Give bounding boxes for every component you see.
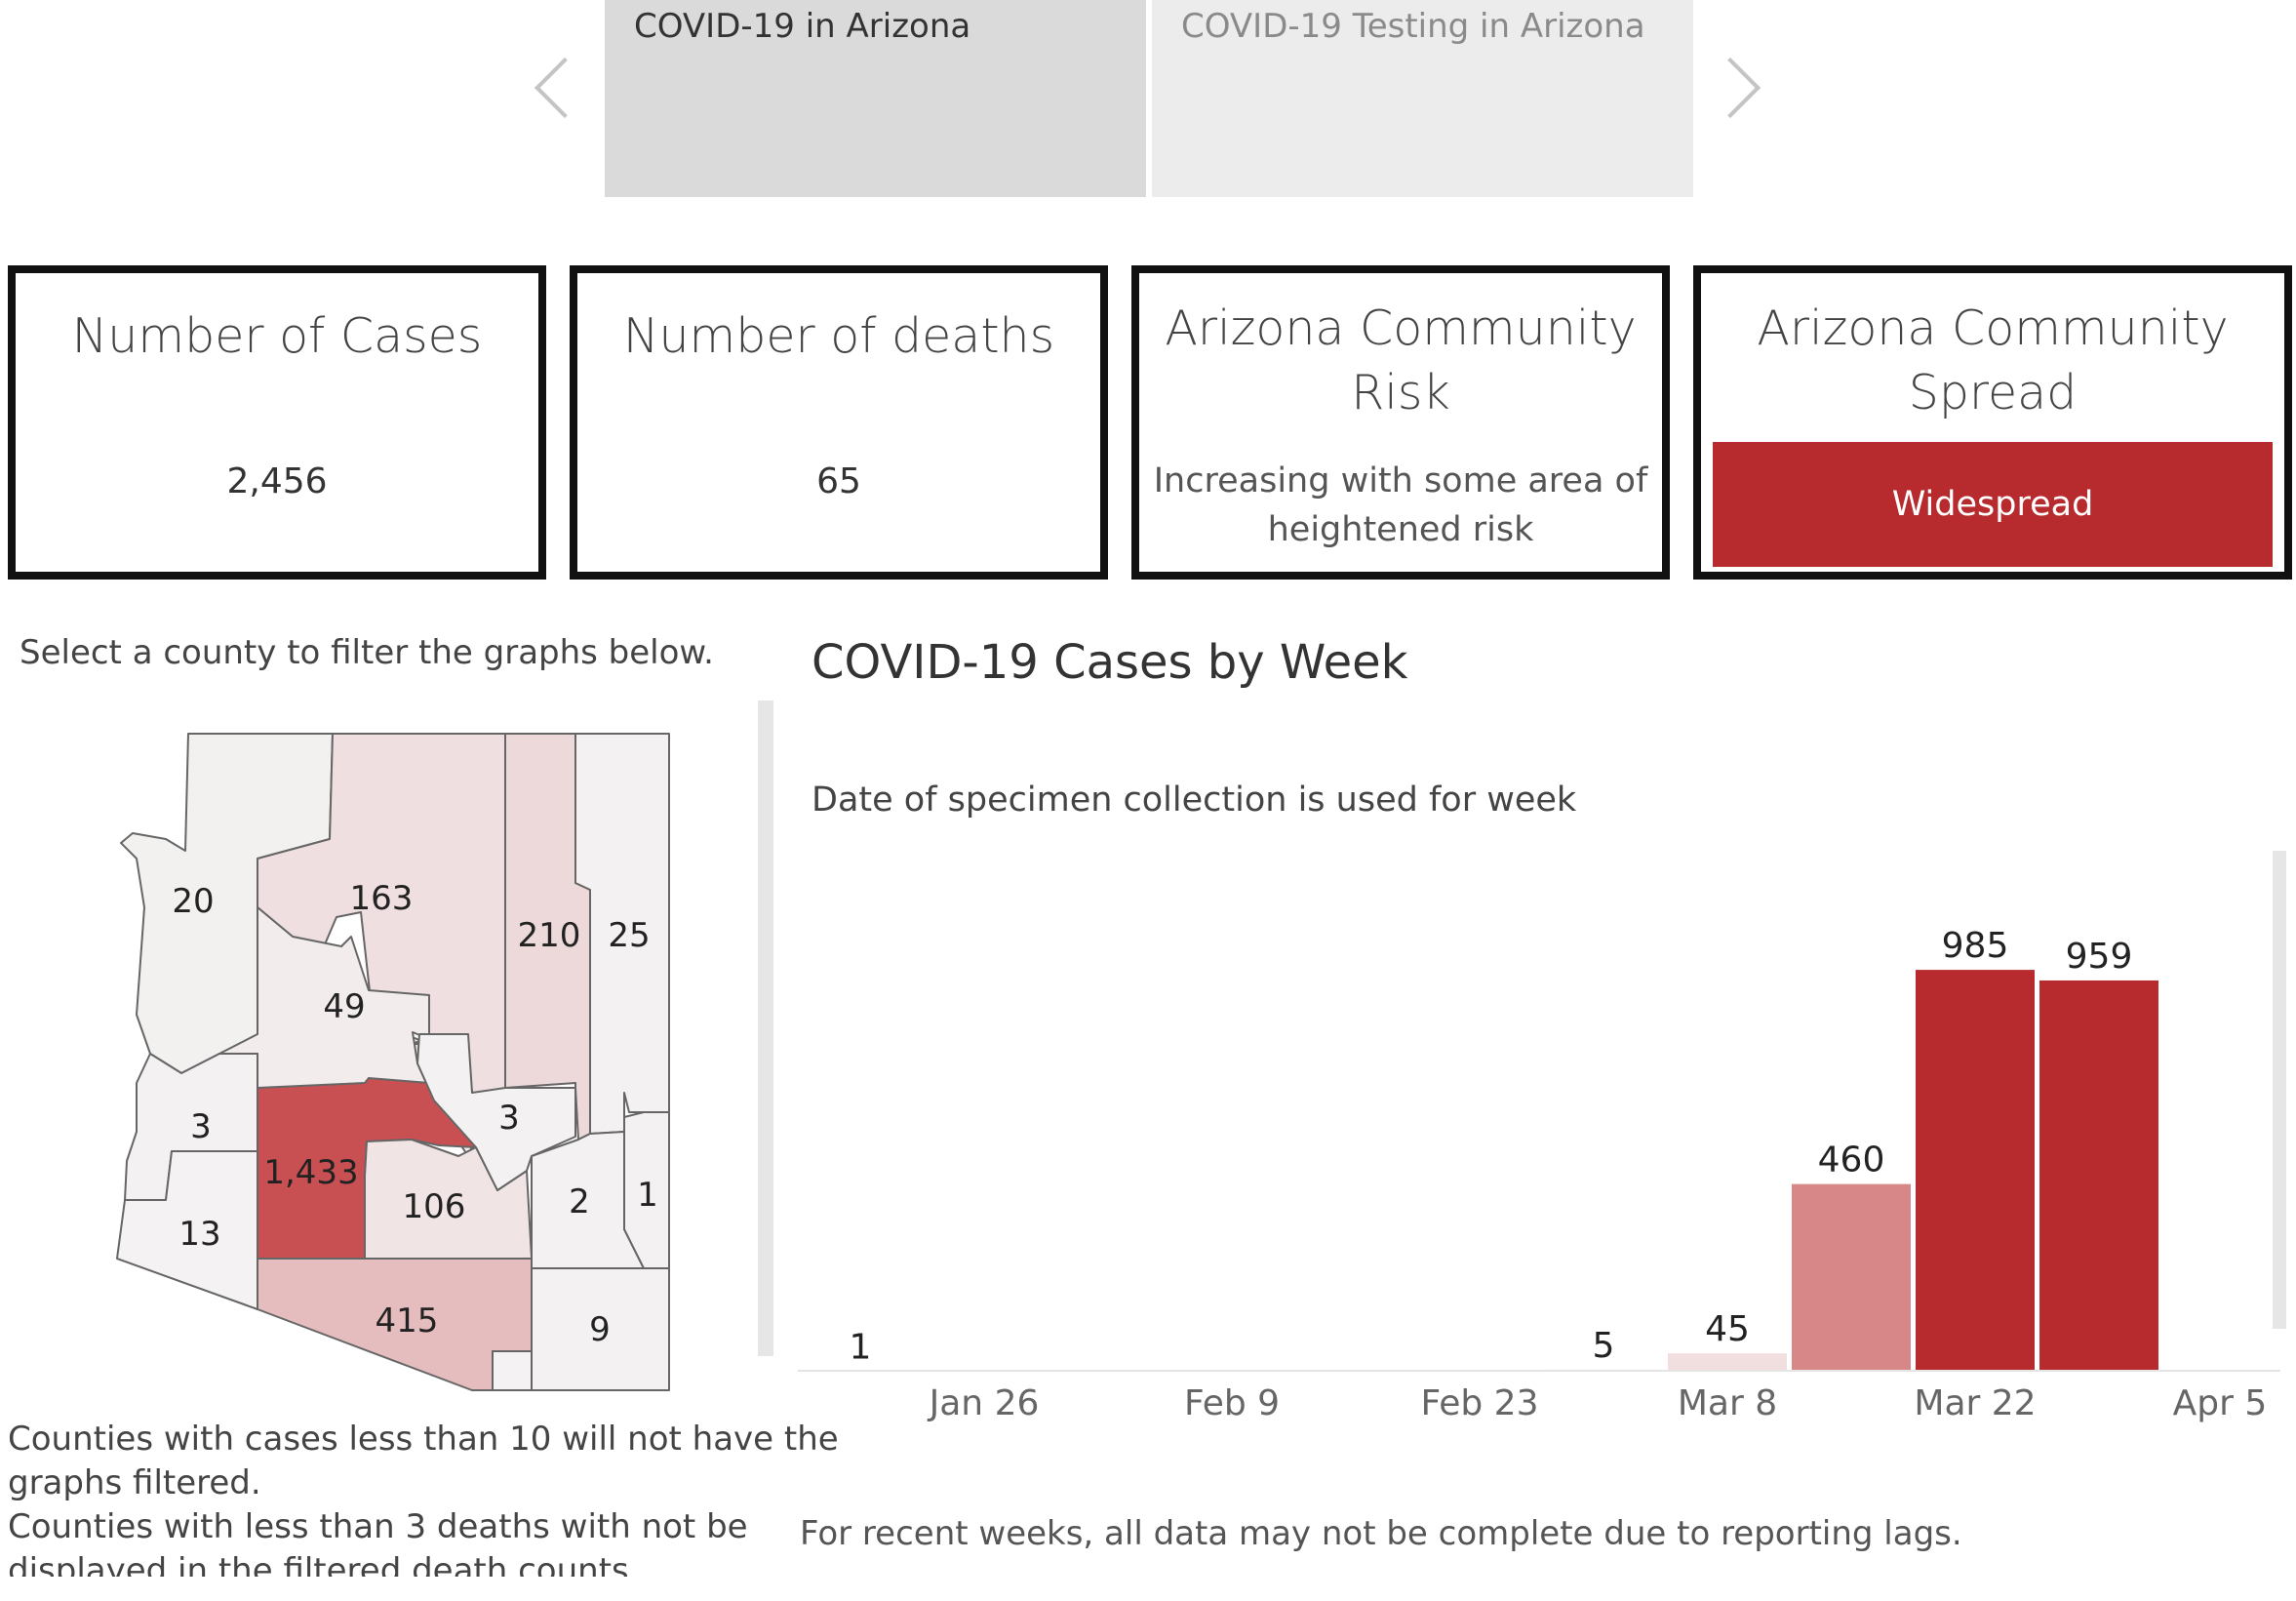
bar-mar-15[interactable] bbox=[1790, 1181, 1913, 1372]
deaths-card[interactable]: Number of deaths 65 bbox=[570, 265, 1108, 580]
county-label: 49 bbox=[323, 987, 365, 1026]
map-note-line2: graphs filtered. bbox=[8, 1463, 261, 1502]
x-tick-label: Feb 9 bbox=[1184, 1383, 1280, 1423]
bar-value-label: 5 bbox=[1593, 1326, 1615, 1366]
county-cochise[interactable] bbox=[531, 1267, 670, 1391]
county-label: 13 bbox=[178, 1215, 220, 1254]
tab-covid-arizona[interactable]: COVID-19 in Arizona bbox=[605, 0, 1146, 197]
map-scrollbar[interactable] bbox=[758, 700, 773, 1356]
county-label: 2 bbox=[569, 1182, 590, 1221]
x-tick-label: Apr 5 bbox=[2173, 1383, 2268, 1423]
county-label: 3 bbox=[190, 1107, 212, 1146]
bar-value-label: 959 bbox=[2066, 937, 2133, 977]
county-label: 25 bbox=[608, 916, 650, 955]
risk-card-title-line1: Arizona Community bbox=[1165, 300, 1637, 356]
x-tick-label: Mar 22 bbox=[1914, 1383, 2036, 1423]
map-note-line4: displayed in the filtered death counts bbox=[8, 1551, 629, 1577]
bar-value-label: 1 bbox=[850, 1328, 872, 1368]
county-greenlee[interactable] bbox=[623, 1111, 670, 1269]
county-label: 106 bbox=[403, 1187, 466, 1226]
county-label: 9 bbox=[589, 1310, 611, 1349]
county-label: 1,433 bbox=[263, 1153, 358, 1192]
tab-covid-testing[interactable]: COVID-19 Testing in Arizona bbox=[1152, 0, 1693, 197]
county-santacruz[interactable] bbox=[471, 1350, 533, 1391]
spread-card[interactable]: Arizona Community Spread Widespread bbox=[1693, 265, 2292, 580]
chart-footnote: For recent weeks, all data may not be co… bbox=[800, 1514, 1962, 1553]
county-label: 3 bbox=[498, 1099, 520, 1138]
bar-mar-8[interactable] bbox=[1666, 1351, 1789, 1373]
cases-value: 2,456 bbox=[226, 461, 328, 501]
county-label: 20 bbox=[172, 882, 214, 921]
x-tick-label: Mar 8 bbox=[1678, 1383, 1777, 1423]
county-label: 415 bbox=[376, 1301, 439, 1341]
chart-subtitle: Date of specimen collection is used for … bbox=[812, 780, 1577, 820]
deaths-value: 65 bbox=[816, 461, 861, 501]
bar-value-label: 45 bbox=[1705, 1309, 1750, 1349]
chart-title: COVID-19 Cases by Week bbox=[812, 635, 1408, 690]
county-label: 210 bbox=[518, 916, 581, 955]
bar-mar-22[interactable] bbox=[1914, 968, 2037, 1372]
spread-card-title-line2: Spread bbox=[1908, 365, 2078, 420]
arizona-county-map[interactable]: 20 163 210 25 49 3 3 1,433 106 2 1 13 41… bbox=[107, 722, 790, 1405]
chevron-left-icon[interactable] bbox=[534, 57, 596, 119]
chart-scrollbar[interactable] bbox=[2273, 851, 2286, 1329]
map-note-line3: Counties with less than 3 deaths with no… bbox=[8, 1507, 748, 1546]
spread-card-title-line1: Arizona Community bbox=[1757, 300, 2229, 356]
county-label: 163 bbox=[350, 879, 414, 918]
map-note-line1: Counties with cases less than 10 will no… bbox=[8, 1420, 839, 1459]
risk-card[interactable]: Arizona Community Risk Increasing with s… bbox=[1131, 265, 1670, 580]
x-tick-label: Jan 26 bbox=[928, 1383, 1040, 1423]
cases-card[interactable]: Number of Cases 2,456 bbox=[8, 265, 546, 580]
spread-status-badge: Widespread bbox=[1713, 442, 2273, 567]
bar-mar-29[interactable] bbox=[2038, 978, 2160, 1373]
bar-value-label: 460 bbox=[1818, 1141, 1885, 1181]
risk-desc-line2: heightened risk bbox=[1267, 510, 1534, 549]
risk-desc-line1: Increasing with some area of bbox=[1153, 461, 1648, 500]
risk-card-title-line2: Risk bbox=[1351, 365, 1450, 420]
x-tick-label: Feb 23 bbox=[1421, 1383, 1539, 1423]
county-label: 1 bbox=[637, 1176, 658, 1215]
map-instruction: Select a county to filter the graphs bel… bbox=[20, 633, 714, 672]
cases-card-title: Number of Cases bbox=[71, 308, 483, 364]
county-apache[interactable] bbox=[574, 733, 670, 1135]
chevron-right-icon[interactable] bbox=[1699, 57, 1762, 119]
deaths-card-title: Number of deaths bbox=[622, 308, 1055, 364]
bar-value-label: 985 bbox=[1942, 926, 2009, 966]
cases-by-week-chart[interactable]: 1 5 45 460 985 959 Jan 26 Feb 9 Feb 23 Mar 8 Mar … bbox=[798, 847, 2284, 1432]
